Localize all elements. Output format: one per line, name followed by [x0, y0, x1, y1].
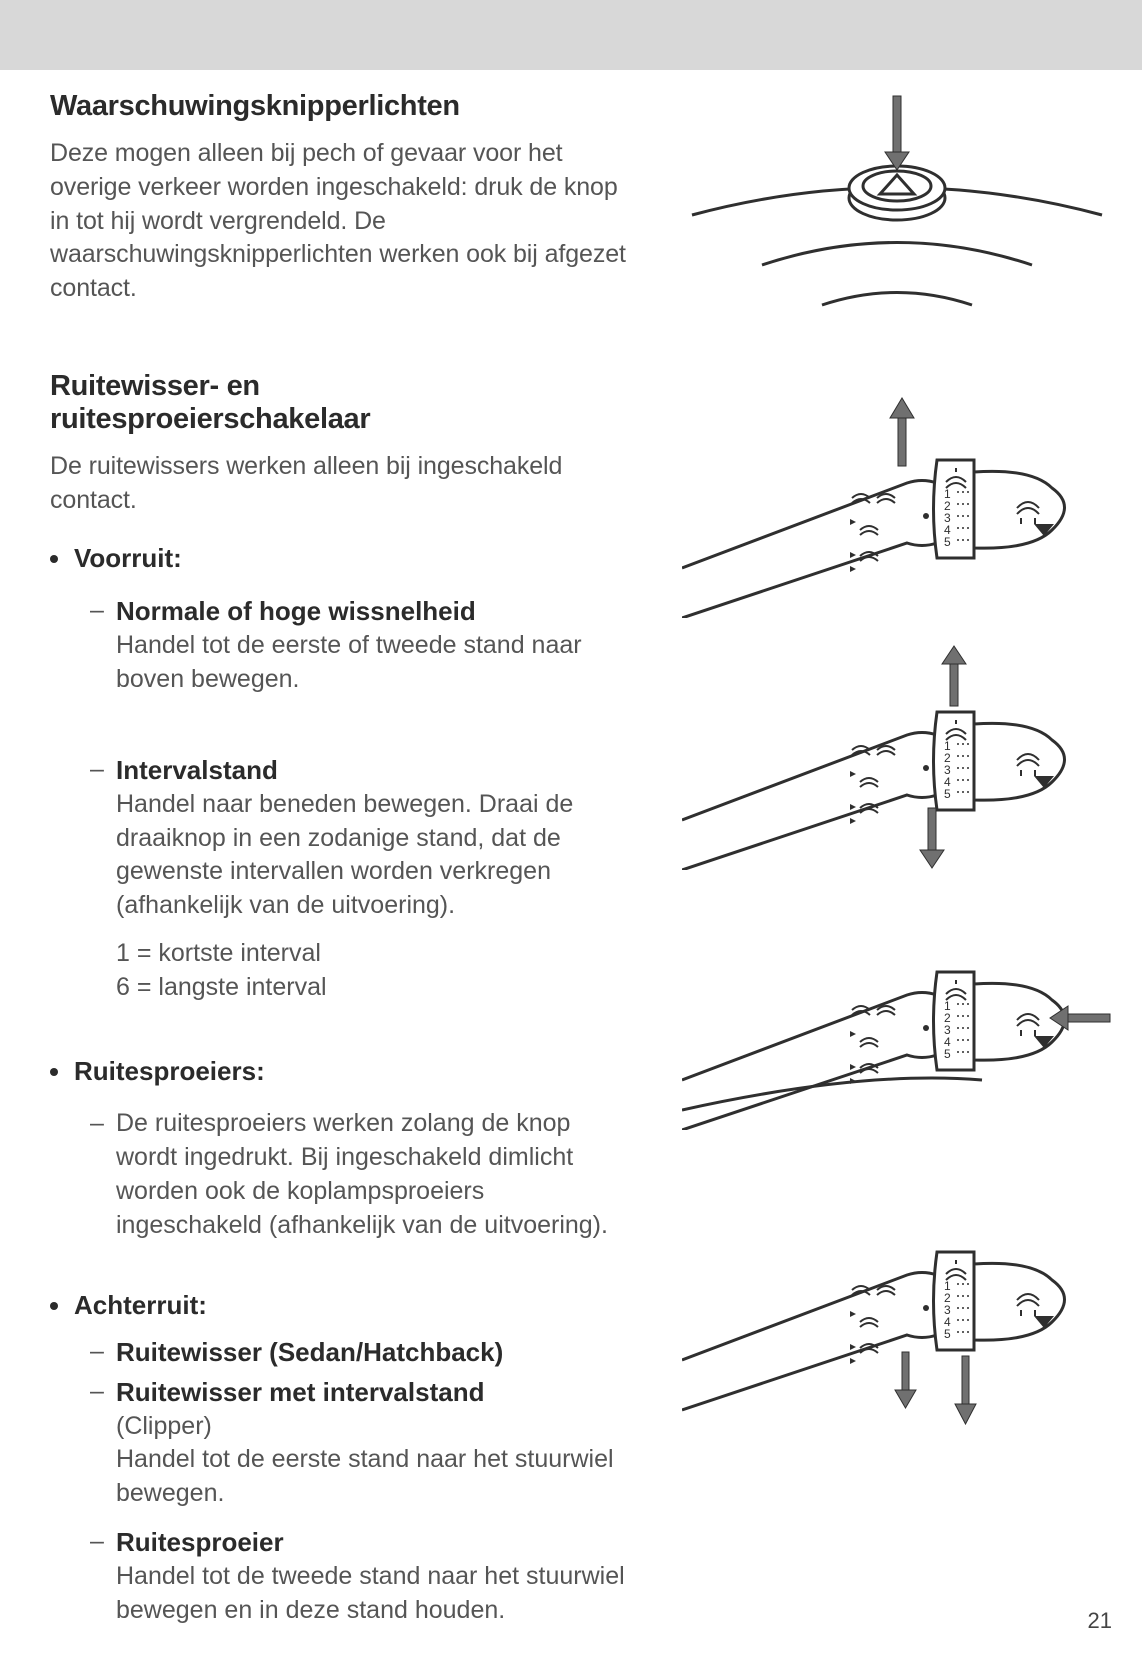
bullet-ruitesproeiers: Ruitesproeiers:	[50, 1056, 630, 1087]
dash-icon: –	[90, 753, 104, 923]
dash-icon: –	[90, 1107, 104, 1242]
item-normale-title: Normale of hoge wissnelheid	[116, 594, 630, 629]
item-interval-title: Intervalstand	[116, 753, 630, 788]
item-ruitesproeier-title: Ruitesproeier	[116, 1525, 630, 1560]
item-ruitewisser-suffix: (Sedan/Hatchback)	[262, 1337, 503, 1367]
illustration-stalk-push	[682, 920, 1112, 1130]
bullet-dot-icon	[50, 555, 58, 563]
item-ruitewisser-interval-suffix: (Clipper)	[116, 1410, 630, 1444]
bullet-voorruit: Voorruit:	[50, 543, 630, 574]
section1-title: Waarschuwingsknipperlichten	[50, 90, 630, 123]
bullet-achterruit-label: Achterruit:	[74, 1290, 207, 1321]
bullet-dot-icon	[50, 1302, 58, 1310]
item-ruitewisser-interval-title: Ruitewisser met intervalstand	[116, 1375, 630, 1410]
section1-body: Deze mogen alleen bij pech of gevaar voo…	[50, 137, 630, 306]
page: Waarschuwingsknipperlichten Deze mogen a…	[0, 0, 1142, 1654]
header-bar	[0, 0, 1142, 70]
item-ruitesproeier: – Ruitesproeier Handel tot de tweede sta…	[90, 1525, 630, 1628]
illustration-hazard-button	[682, 90, 1112, 310]
bullet-dot-icon	[50, 1068, 58, 1076]
bullet-ruitesproeiers-label: Ruitesproeiers:	[74, 1056, 265, 1087]
interval-opt-1: 1 = kortste interval	[116, 937, 630, 971]
bullet-achterruit: Achterruit:	[50, 1290, 630, 1321]
dash-icon: –	[90, 594, 104, 697]
item-normale: – Normale of hoge wissnelheid Handel tot…	[90, 594, 630, 697]
dash-icon: –	[90, 1335, 104, 1370]
text-column: Waarschuwingsknipperlichten Deze mogen a…	[50, 90, 630, 1627]
illustration-stalk-pull	[682, 1180, 1112, 1440]
section2-title-line2: ruitesproeierschakelaar	[50, 403, 630, 436]
item-interval-body: Handel naar beneden bewegen. Draai de dr…	[116, 788, 630, 923]
item-interval: – Intervalstand Handel naar beneden bewe…	[90, 753, 630, 923]
dash-icon: –	[90, 1525, 104, 1628]
illustration-stalk-down-rotate	[682, 640, 1112, 870]
dash-icon: –	[90, 1375, 104, 1511]
bullet-voorruit-label: Voorruit:	[74, 543, 182, 574]
interval-options: 1 = kortste interval 6 = langste interva…	[116, 937, 630, 1005]
item-ruitewisser-interval-body: Handel tot de eerste stand naar het stuu…	[116, 1443, 630, 1511]
illustration-stalk-up: 1 2 3 4 5	[682, 388, 1112, 618]
item-ruitesproeiers: – De ruitesproeiers werken zolang de kno…	[90, 1107, 630, 1242]
item-ruitesproeier-body: Handel tot de tweede stand naar het stuu…	[116, 1560, 630, 1628]
item-ruitewisser-interval: – Ruitewisser met intervalstand (Clipper…	[90, 1375, 630, 1511]
item-ruitewisser-title: Ruitewisser	[116, 1337, 262, 1367]
page-number: 21	[1088, 1608, 1112, 1634]
section2-title-line1: Ruitewisser- en	[50, 370, 630, 403]
item-normale-body: Handel tot de eerste of tweede stand naa…	[116, 629, 630, 697]
interval-opt-6: 6 = langste interval	[116, 971, 630, 1005]
item-ruitewisser: – Ruitewisser (Sedan/Hatchback)	[90, 1335, 630, 1370]
section2: Ruitewisser- en ruitesproeierschakelaar …	[50, 370, 630, 1628]
section2-intro: De ruitewissers werken alleen bij ingesc…	[50, 450, 630, 518]
item-ruitesproeiers-body: De ruitesproeiers werken zolang de knop …	[116, 1107, 630, 1242]
